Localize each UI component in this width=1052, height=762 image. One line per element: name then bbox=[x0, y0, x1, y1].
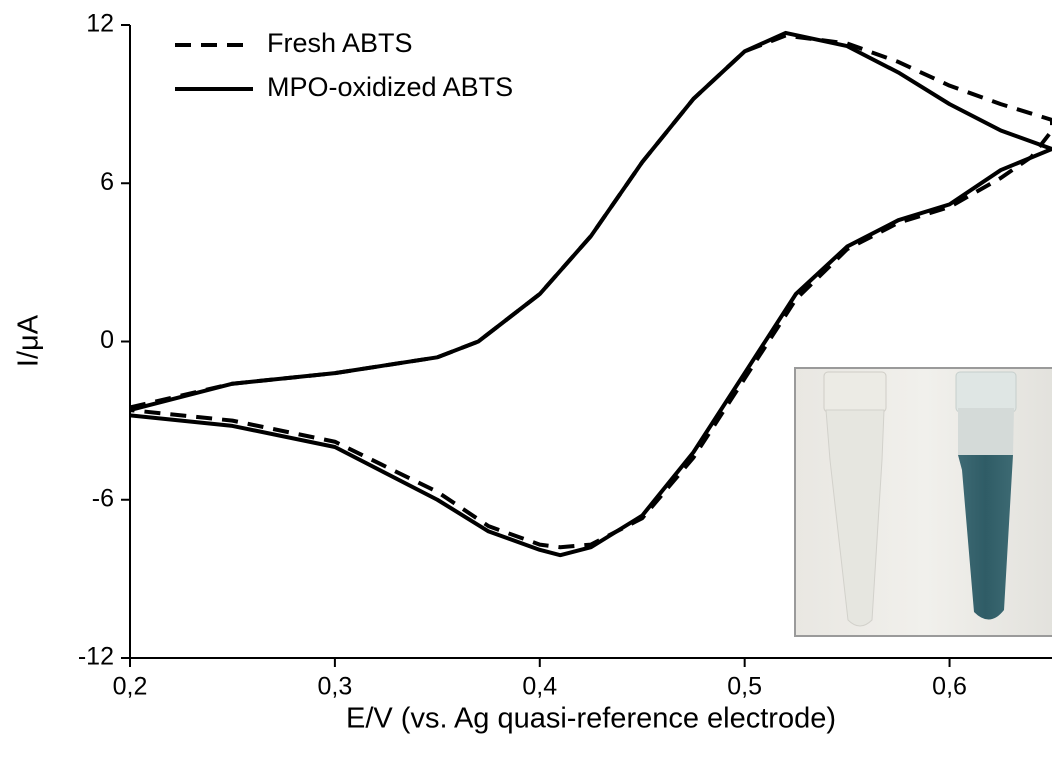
y-tick-label: 6 bbox=[100, 168, 114, 196]
x-tick-label: 0,5 bbox=[727, 673, 762, 701]
x-tick-label: 0,2 bbox=[113, 673, 148, 701]
legend-label: MPO-oxidized ABTS bbox=[267, 72, 513, 102]
x-tick-label: 0,4 bbox=[522, 673, 557, 701]
y-tick-label: -12 bbox=[78, 643, 114, 671]
y-axis-title: I/μA bbox=[13, 314, 45, 367]
plot-area bbox=[130, 30, 1052, 558]
inset-photo bbox=[794, 367, 1052, 637]
x-tick-label: 0,3 bbox=[318, 673, 353, 701]
x-tick-label: 0,6 bbox=[932, 673, 967, 701]
x-axis-title: E/V (vs. Ag quasi-reference electrode) bbox=[346, 703, 836, 735]
y-tick-label: 0 bbox=[100, 326, 114, 354]
legend-label: Fresh ABTS bbox=[267, 28, 413, 58]
y-tick-label: -6 bbox=[92, 484, 114, 512]
y-tick-label: 12 bbox=[86, 10, 114, 38]
series-line bbox=[130, 30, 1052, 558]
